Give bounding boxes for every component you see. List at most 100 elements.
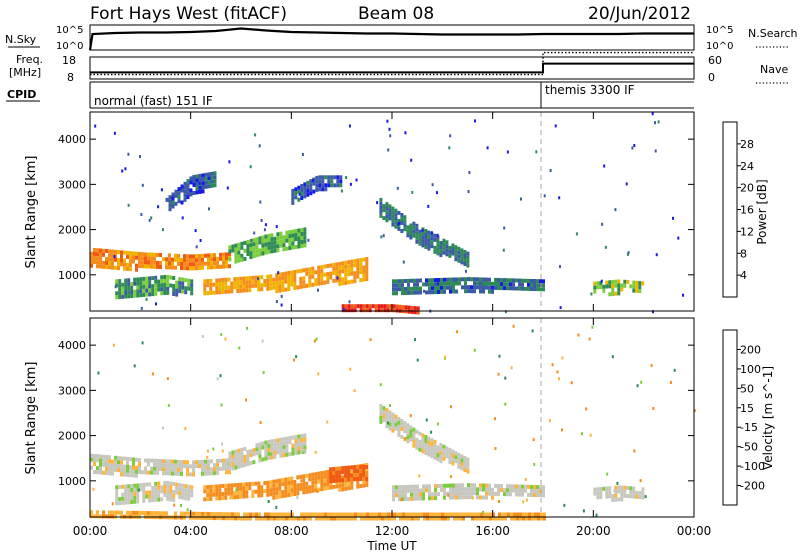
velocity-cell-band-7 [365, 477, 369, 481]
power-scatter-point [430, 231, 433, 235]
power-cell-band-4 [436, 243, 440, 248]
power-cell-band-5 [416, 286, 419, 291]
power-cell-band-3 [121, 282, 125, 287]
velocity-scatter-point [409, 414, 412, 418]
power-cell-band-5 [467, 285, 470, 290]
power-cell-band-9 [327, 183, 331, 188]
velocity-cell-band-2 [272, 495, 276, 500]
power-cell-band-9 [315, 187, 319, 192]
velocity-cell-band-8 [117, 510, 120, 515]
power-cell-band-4 [445, 252, 449, 257]
velocity-cell-band-8 [528, 512, 531, 517]
velocity-cell-band-4 [415, 445, 419, 450]
power-cell-band-2 [221, 286, 225, 290]
power-scatter-point [145, 297, 148, 301]
colorbar-tick-label: -100 [740, 460, 765, 473]
velocity-cell-band-2 [314, 476, 318, 481]
power-cell-band-2 [239, 276, 243, 281]
power-cell-band-2 [332, 262, 336, 267]
velocity-cell-band-5 [464, 495, 467, 500]
velocity-cell-band-6 [599, 487, 603, 492]
velocity-cell-band-0 [225, 462, 228, 467]
power-cell-band-3 [136, 281, 140, 286]
velocity-cell-band-0 [180, 472, 183, 476]
velocity-cell-band-2 [299, 474, 303, 479]
velocity-cell-band-3 [124, 488, 128, 493]
power-scatter-point [127, 203, 130, 207]
velocity-cell-band-1 [237, 456, 241, 461]
power-cell-band-0 [207, 257, 210, 262]
power-cell-band-2 [233, 285, 237, 290]
power-cell-band-0 [135, 263, 138, 268]
power-cell-band-2 [317, 269, 321, 274]
velocity-cell-band-8 [213, 516, 216, 521]
colorbar-frame [722, 121, 738, 298]
power-cell-band-1 [303, 235, 307, 240]
velocity-cell-band-4 [394, 426, 398, 431]
power-cell-band-1 [258, 252, 262, 257]
power-cell-band-3 [124, 286, 128, 291]
power-cell-band-9 [339, 183, 343, 188]
velocity-cell-band-6 [638, 491, 642, 496]
velocity-cell-band-5 [479, 483, 482, 488]
power-cell-band-3 [130, 286, 134, 290]
power-cell-band-4 [418, 241, 422, 246]
velocity-cell-band-8 [237, 516, 240, 521]
power-cell-band-0 [198, 254, 201, 258]
power-scatter-point [506, 150, 509, 154]
velocity-cell-band-8 [126, 510, 129, 515]
velocity-cell-band-3 [166, 484, 170, 489]
y-tick-label: 2000 [58, 430, 86, 443]
velocity-scatter-point [300, 479, 303, 483]
velocity-cell-band-2 [233, 483, 237, 488]
power-cell-band-0 [120, 258, 123, 263]
power-cell-band-1 [288, 238, 292, 243]
velocity-scatter-point [430, 430, 433, 434]
power-cell-band-2 [284, 275, 288, 280]
cpid-mode-normal: normal (fast) 151 IF [94, 94, 213, 108]
velocity-cell-band-7 [350, 477, 354, 482]
velocity-cell-band-1 [291, 447, 295, 452]
velocity-cell-band-8 [222, 512, 225, 517]
power-cell-band-0 [153, 264, 156, 269]
power-scatter-point [549, 169, 552, 172]
power-cell-band-9 [321, 175, 325, 180]
power-cell-band-1 [258, 240, 262, 245]
power-cell-band-3 [148, 284, 152, 289]
power-cell-band-0 [150, 252, 153, 257]
power-cell-band-2 [290, 278, 294, 283]
power-cell-band-4 [379, 197, 383, 202]
velocity-cell-band-0 [192, 468, 195, 473]
velocity-cell-band-5 [398, 489, 401, 494]
power-cell-band-5 [464, 285, 467, 290]
power-cell-band-9 [327, 179, 331, 184]
velocity-cell-band-0 [204, 459, 207, 464]
velocity-cell-band-2 [224, 491, 228, 496]
velocity-cell-band-5 [482, 495, 485, 500]
power-cell-band-2 [260, 283, 264, 288]
power-cell-band-4 [454, 245, 458, 250]
velocity-cell-band-8 [150, 511, 153, 516]
velocity-cell-band-3 [127, 488, 131, 493]
velocity-cell-band-5 [398, 485, 401, 490]
power-cell-band-4 [394, 220, 398, 225]
power-cell-band-2 [275, 285, 279, 290]
velocity-cell-band-3 [148, 494, 152, 499]
power-cell-band-5 [542, 279, 545, 284]
velocity-cell-band-5 [515, 484, 518, 489]
power-cell-band-2 [254, 279, 258, 284]
nsky-tick-top: 10^5 [56, 25, 83, 36]
velocity-cell-band-2 [317, 479, 321, 484]
power-cell-band-3 [166, 286, 170, 291]
power-cell-band-5 [506, 282, 509, 287]
velocity-cell-band-2 [296, 487, 300, 492]
velocity-cell-band-4 [427, 440, 431, 445]
power-scatter-point [348, 300, 351, 304]
velocity-cell-band-0 [219, 466, 222, 471]
power-cell-band-2 [341, 269, 345, 274]
velocity-scatter-point [387, 421, 389, 425]
power-cell-band-3 [154, 279, 158, 284]
velocity-cell-band-4 [400, 423, 404, 427]
power-cell-band-2 [338, 261, 342, 266]
velocity-cell-band-2 [215, 496, 219, 501]
